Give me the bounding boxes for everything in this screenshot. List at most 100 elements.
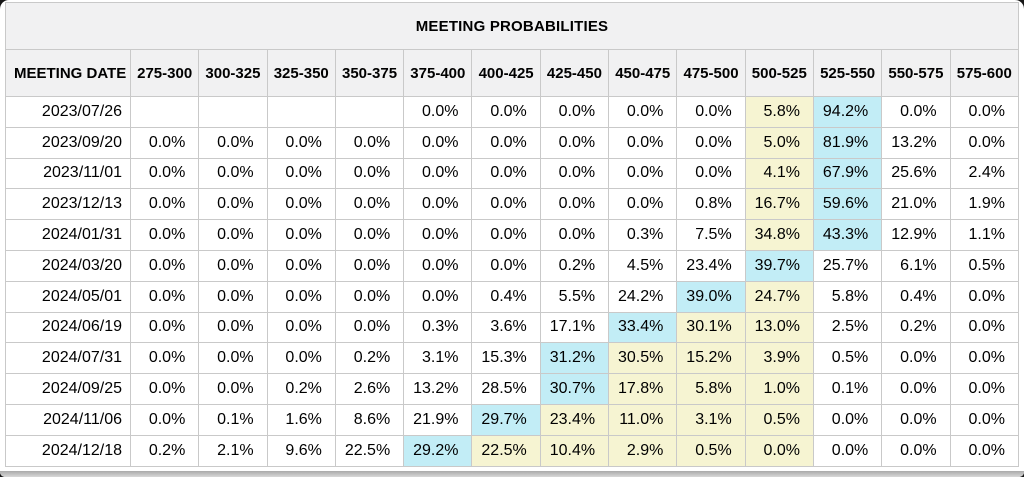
probability-cell: 13.2% — [403, 373, 473, 405]
meeting-date-cell: 2023/12/13 — [5, 188, 131, 221]
rate-bucket-header: 475-500 — [676, 49, 746, 97]
probability-cell: 0.0% — [198, 157, 268, 190]
table-row: 2023/11/01 0.0% 0.0% 0.0% 0.0% 0.0% 0.0% 0.0% 0.… — [5, 157, 1020, 190]
probability-cell: 0.0% — [334, 311, 405, 344]
probability-cell: 43.3% — [812, 219, 883, 251]
probability-cell: 0.0% — [471, 96, 541, 128]
table-row: 2023/07/26 0.0% 0.0% 0.0% 0.0% 0.0% 5.8% 94.2% 0… — [5, 96, 1020, 128]
probability-cell: 0.0% — [403, 126, 473, 159]
probability-cell: 39.0% — [676, 280, 746, 313]
probability-cell: 0.0% — [334, 249, 405, 282]
probability-cell: 0.3% — [608, 219, 678, 251]
meeting-date-cell: 2023/11/01 — [5, 157, 131, 190]
probability-cell: 25.6% — [881, 157, 951, 190]
probability-cell: 3.1% — [403, 342, 473, 375]
title-row: MEETING PROBABILITIES — [5, 2, 1019, 50]
probability-cell: 34.8% — [744, 219, 814, 251]
meeting-date-cell: 2024/09/25 — [5, 373, 131, 405]
table-row: 2024/11/06 0.0% 0.1% 1.6% 8.6% 21.9% 29.7% 23.4… — [5, 403, 1020, 436]
probability-cell: 0.0% — [881, 403, 951, 436]
probability-cell: 1.1% — [949, 219, 1020, 251]
meeting-probabilities-table: MEETING PROBABILITIES MEETING DATE 275-3… — [5, 2, 1020, 467]
probability-cell: 0.0% — [949, 342, 1020, 375]
probability-cell: 15.2% — [676, 342, 746, 375]
table-body: 2023/07/26 0.0% 0.0% 0.0% 0.0% 0.0% 5.8% 94.2% 0… — [5, 96, 1020, 467]
probability-cell: 22.5% — [334, 434, 405, 467]
meeting-date-cell: 2024/03/20 — [5, 249, 131, 282]
probability-cell: 0.0% — [881, 96, 951, 128]
rate-bucket-header: 450-475 — [608, 49, 678, 97]
probability-cell: 0.0% — [334, 219, 405, 251]
probability-cell: 0.0% — [949, 280, 1020, 313]
meeting-date-cell: 2023/07/26 — [5, 96, 131, 128]
probability-cell: 0.0% — [812, 434, 883, 467]
probability-cell: 0.0% — [608, 157, 678, 190]
probability-cell: 5.8% — [744, 96, 814, 128]
probability-cell: 0.0% — [539, 96, 610, 128]
probability-cell: 0.0% — [539, 157, 610, 190]
probability-cell: 0.0% — [949, 126, 1020, 159]
probability-cell: 6.1% — [881, 249, 951, 282]
probability-cell: 17.8% — [608, 373, 678, 405]
probability-cell: 0.0% — [949, 434, 1020, 467]
probability-cell: 0.0% — [403, 249, 473, 282]
probability-cell: 0.2% — [129, 434, 200, 467]
probability-cell: 0.0% — [403, 188, 473, 221]
rate-bucket-header: 400-425 — [471, 49, 541, 97]
probability-cell: 0.0% — [334, 280, 405, 313]
probability-cell: 2.1% — [198, 434, 268, 467]
probability-cell: 23.4% — [676, 249, 746, 282]
probability-cell: 2.6% — [334, 373, 405, 405]
probability-cell: 0.5% — [744, 403, 814, 436]
probability-cell: 0.0% — [676, 157, 746, 190]
probability-cell: 0.5% — [812, 342, 883, 375]
meeting-date-cell: 2024/07/31 — [5, 342, 131, 375]
probability-cell: 23.4% — [539, 403, 610, 436]
probability-cell: 4.1% — [744, 157, 814, 190]
probability-cell: 0.0% — [266, 157, 336, 190]
probability-cell: 17.1% — [539, 311, 610, 344]
probability-cell: 0.0% — [266, 342, 336, 375]
probability-cell: 0.0% — [198, 126, 268, 159]
probability-cell: 29.2% — [403, 434, 473, 467]
probability-cell: 2.9% — [608, 434, 678, 467]
probability-cell: 30.7% — [539, 373, 610, 405]
probability-cell: 3.6% — [471, 311, 541, 344]
probability-cell: 13.0% — [744, 311, 814, 344]
probability-cell: 0.0% — [334, 188, 405, 221]
probability-cell: 21.9% — [403, 403, 473, 436]
probability-cell: 0.0% — [471, 188, 541, 221]
probability-cell: 5.8% — [812, 280, 883, 313]
probability-cell: 0.0% — [471, 126, 541, 159]
probability-cell: 0.0% — [881, 373, 951, 405]
probability-cell: 9.6% — [266, 434, 336, 467]
probability-cell: 1.9% — [949, 188, 1020, 221]
probability-cell: 39.7% — [744, 249, 814, 282]
rate-bucket-header: 425-450 — [539, 49, 610, 97]
table-row: 2024/03/20 0.0% 0.0% 0.0% 0.0% 0.0% 0.0% 0.2% 4.… — [5, 249, 1020, 282]
probability-cell: 0.4% — [471, 280, 541, 313]
probability-cell: 0.0% — [129, 188, 200, 221]
probability-cell: 8.6% — [334, 403, 405, 436]
bottom-edge-strip — [0, 471, 1024, 477]
probability-cell: 25.7% — [812, 249, 883, 282]
probability-cell — [198, 96, 268, 128]
meeting-date-cell: 2024/12/18 — [5, 434, 131, 467]
probability-cell: 28.5% — [471, 373, 541, 405]
probability-cell: 0.1% — [812, 373, 883, 405]
probability-cell: 0.0% — [471, 219, 541, 251]
probability-cell: 0.0% — [129, 219, 200, 251]
probability-cell: 0.0% — [471, 249, 541, 282]
probability-cell: 13.2% — [881, 126, 951, 159]
probability-cell — [129, 96, 200, 128]
table-row: 2023/12/13 0.0% 0.0% 0.0% 0.0% 0.0% 0.0% 0.0% 0.… — [5, 188, 1020, 221]
probability-cell: 0.0% — [129, 342, 200, 375]
probability-cell: 7.5% — [676, 219, 746, 251]
probability-cell: 0.0% — [129, 403, 200, 436]
probability-cell: 0.3% — [403, 311, 473, 344]
column-header-row: MEETING DATE 275-300 300-325 325-350 350-37… — [5, 49, 1020, 97]
table-row: 2024/09/25 0.0% 0.0% 0.2% 2.6% 13.2% 28.5% 30.7… — [5, 373, 1020, 405]
probability-cell — [266, 96, 336, 128]
probability-cell: 24.7% — [744, 280, 814, 313]
